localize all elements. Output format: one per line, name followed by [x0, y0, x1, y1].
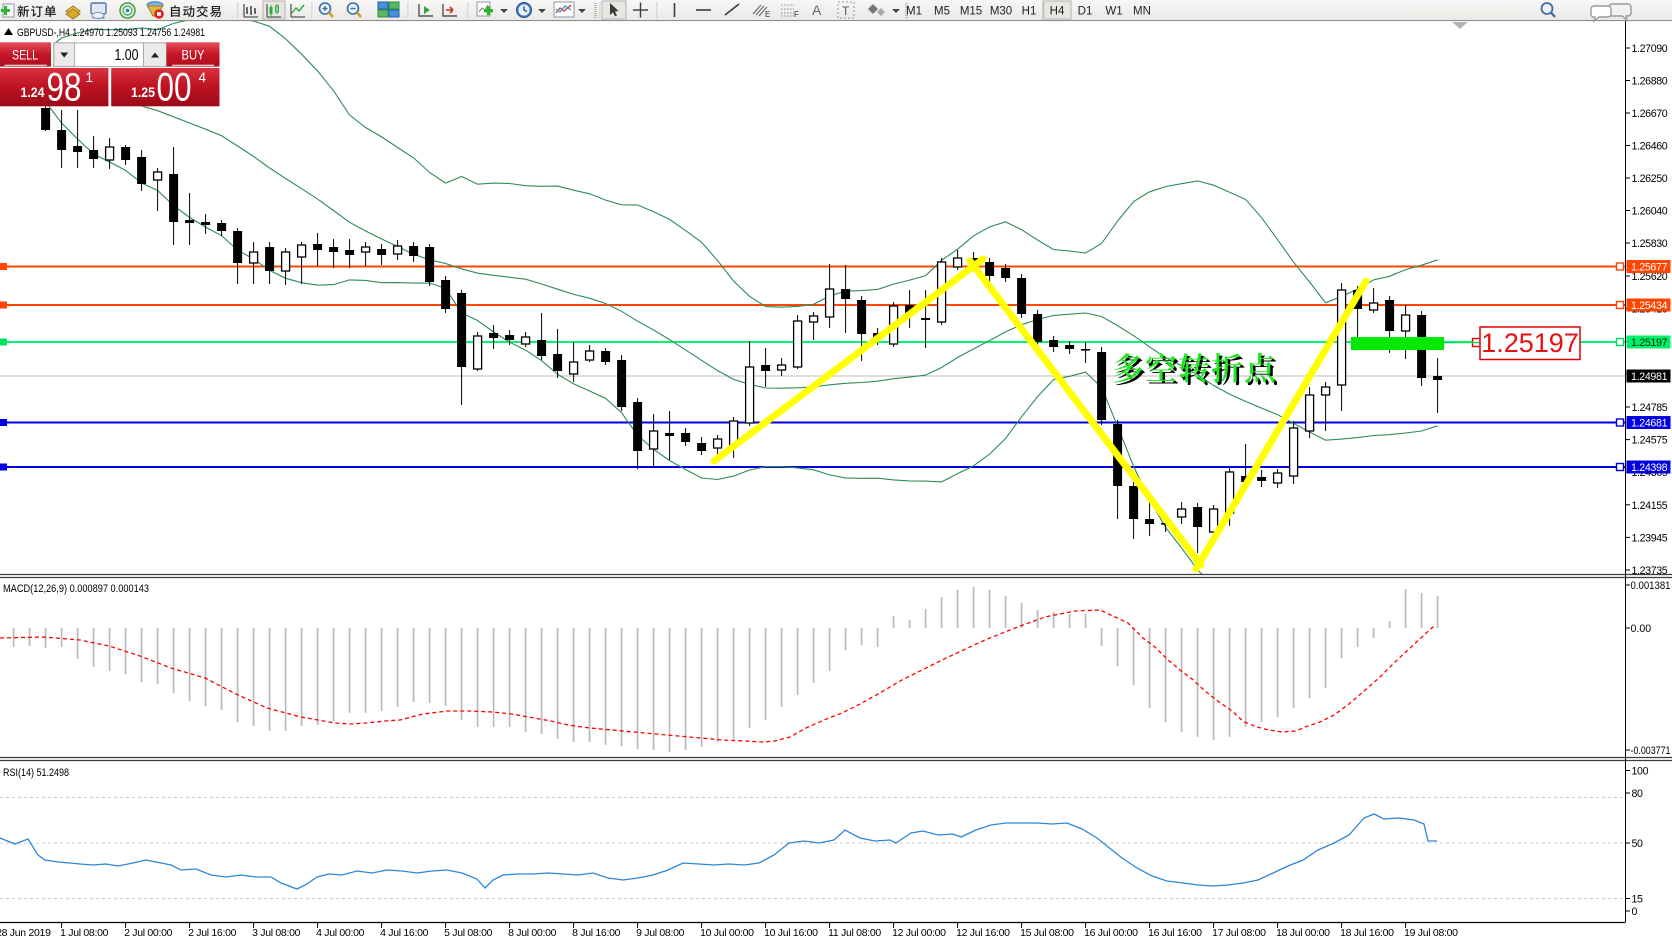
svg-text:D1: D1	[1078, 6, 1093, 18]
svg-text:1: 1	[86, 70, 94, 85]
svg-text:0: 0	[1632, 906, 1638, 918]
svg-text:1.24981: 1.24981	[1631, 371, 1668, 383]
svg-text:1 Jul 08:00: 1 Jul 08:00	[60, 927, 109, 939]
svg-text:3 Jul 08:00: 3 Jul 08:00	[252, 927, 301, 939]
svg-text:A: A	[812, 2, 822, 18]
svg-text:28 Jun 2019: 28 Jun 2019	[0, 927, 51, 939]
svg-text:8 Jul 00:00: 8 Jul 00:00	[508, 927, 557, 939]
svg-text:0.001381: 0.001381	[1631, 580, 1671, 592]
svg-text:1.26460: 1.26460	[1632, 141, 1668, 153]
svg-text:16 Jul 00:00: 16 Jul 00:00	[1084, 927, 1138, 939]
svg-text:BUY: BUY	[182, 48, 205, 63]
svg-text:1.26670: 1.26670	[1632, 108, 1668, 120]
svg-text:1.23945: 1.23945	[1632, 532, 1668, 544]
svg-text:1.25: 1.25	[131, 84, 155, 100]
svg-text:2 Jul 00:00: 2 Jul 00:00	[124, 927, 173, 939]
svg-text:11 Jul 08:00: 11 Jul 08:00	[828, 927, 881, 939]
svg-text:100: 100	[1632, 766, 1649, 778]
svg-text:MN: MN	[1133, 6, 1151, 18]
svg-text:M15: M15	[960, 6, 982, 18]
svg-text:F: F	[794, 10, 799, 19]
svg-text:SELL: SELL	[12, 48, 38, 63]
svg-text:2 Jul 16:00: 2 Jul 16:00	[188, 927, 237, 939]
svg-text:18 Jul 00:00: 18 Jul 00:00	[1276, 927, 1330, 939]
svg-text:17 Jul 08:00: 17 Jul 08:00	[1212, 927, 1266, 939]
svg-text:9 Jul 08:00: 9 Jul 08:00	[636, 927, 685, 939]
svg-text:1.24: 1.24	[21, 84, 45, 100]
svg-text:16 Jul 16:00: 16 Jul 16:00	[1148, 927, 1202, 939]
svg-text:H1: H1	[1022, 6, 1037, 18]
svg-text:5 Jul 08:00: 5 Jul 08:00	[444, 927, 493, 939]
svg-text:M1: M1	[906, 6, 922, 18]
svg-text:W1: W1	[1105, 6, 1122, 18]
svg-text:10 Jul 00:00: 10 Jul 00:00	[700, 927, 754, 939]
svg-text:15: 15	[1632, 894, 1644, 906]
svg-text:H4: H4	[1050, 6, 1065, 18]
svg-text:8 Jul 16:00: 8 Jul 16:00	[572, 927, 621, 939]
svg-text:1.25197: 1.25197	[1631, 337, 1668, 349]
svg-text:1.00: 1.00	[115, 47, 139, 64]
svg-text:RSI(14) 51.2498: RSI(14) 51.2498	[3, 767, 69, 779]
svg-text:4 Jul 00:00: 4 Jul 00:00	[316, 927, 365, 939]
svg-text:4 Jul 16:00: 4 Jul 16:00	[380, 927, 429, 939]
svg-text:15 Jul 08:00: 15 Jul 08:00	[1020, 927, 1074, 939]
svg-text:1.23735: 1.23735	[1632, 565, 1668, 577]
svg-text:1.25434: 1.25434	[1631, 300, 1668, 312]
svg-text:00: 00	[157, 66, 192, 110]
svg-text:1.25677: 1.25677	[1631, 262, 1668, 274]
svg-text:19 Jul 08:00: 19 Jul 08:00	[1404, 927, 1458, 939]
svg-text:1.24785: 1.24785	[1632, 402, 1668, 414]
svg-text:T: T	[842, 4, 850, 18]
svg-text:12 Jul 00:00: 12 Jul 00:00	[892, 927, 946, 939]
svg-text:1.25830: 1.25830	[1632, 238, 1668, 250]
svg-text:1.26880: 1.26880	[1632, 76, 1668, 88]
svg-text:1.27090: 1.27090	[1632, 43, 1668, 55]
svg-text:4: 4	[199, 70, 207, 85]
svg-text:1.24155: 1.24155	[1632, 500, 1668, 512]
svg-text:1.25620: 1.25620	[1632, 271, 1668, 283]
svg-text:1.26250: 1.26250	[1632, 173, 1668, 185]
svg-text:12 Jul 16:00: 12 Jul 16:00	[956, 927, 1010, 939]
svg-text:18 Jul 16:00: 18 Jul 16:00	[1340, 927, 1394, 939]
svg-text:M5: M5	[934, 6, 950, 18]
svg-text:1.24681: 1.24681	[1631, 418, 1668, 430]
svg-text:1.24398: 1.24398	[1631, 462, 1668, 474]
svg-text:1.26040: 1.26040	[1632, 206, 1668, 218]
svg-text:10 Jul 16:00: 10 Jul 16:00	[764, 927, 818, 939]
svg-text:MACD(12,26,9) 0.000897 0.00014: MACD(12,26,9) 0.000897 0.000143	[3, 583, 149, 595]
svg-text:98: 98	[47, 66, 82, 110]
svg-text:M30: M30	[990, 6, 1012, 18]
svg-text:1.24575: 1.24575	[1632, 435, 1668, 447]
svg-text:1.25197: 1.25197	[1481, 328, 1579, 358]
svg-text:0.00: 0.00	[1631, 623, 1652, 635]
svg-text:80: 80	[1632, 788, 1644, 800]
svg-text:GBPUSD-,H4 1.24970 1.25093 1.: GBPUSD-,H4 1.24970 1.25093 1.24756 1.249…	[17, 27, 205, 39]
svg-text:E: E	[765, 10, 770, 19]
svg-text:-0.003771: -0.003771	[1631, 745, 1671, 757]
svg-text:50: 50	[1632, 838, 1644, 850]
